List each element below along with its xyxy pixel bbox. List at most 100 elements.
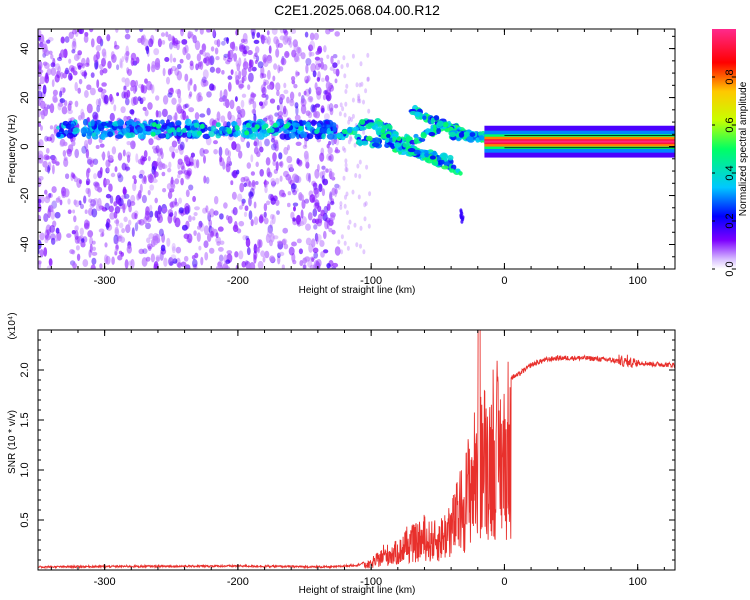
- spectrogram-cell: [366, 76, 370, 82]
- spectrogram-cell: [77, 50, 83, 56]
- spectrogram-cell: [107, 60, 112, 69]
- spectrogram-cell: [242, 61, 249, 70]
- spectrogram-cell: [298, 248, 304, 255]
- spectrogram-cell: [342, 175, 346, 181]
- spectrogram-cell: [281, 264, 285, 269]
- spectrogram-cell: [195, 63, 199, 71]
- spectrogram-cell: [91, 257, 97, 265]
- spectrogram-cell: [289, 40, 293, 48]
- spectrogram-cell: [233, 52, 238, 62]
- spectrogram-cell: [270, 137, 275, 143]
- tick-label: -40: [19, 237, 31, 253]
- spectrogram-cell: [272, 75, 276, 82]
- spectrogram-cell: [74, 148, 80, 159]
- spectrogram-cell: [238, 220, 245, 227]
- spectrogram-cell: [250, 171, 256, 176]
- spectrogram-cell: [248, 72, 254, 83]
- spectrogram-cell: [169, 145, 175, 153]
- spectrogram-cell: [192, 34, 197, 44]
- spectrogram-cell: [306, 75, 311, 82]
- spectrogram-cell: [344, 194, 347, 200]
- spectrogram-cell: [273, 63, 278, 70]
- spectrogram-cell: [94, 181, 101, 192]
- spectrogram-cell: [44, 189, 48, 195]
- spectrogram-cell: [111, 256, 115, 265]
- spectrogram-cell: [311, 119, 316, 127]
- spectrogram-cell: [458, 131, 465, 138]
- spectrogram-cell: [40, 100, 46, 110]
- spectrogram-cell: [114, 219, 120, 224]
- spectrogram-cell: [224, 147, 229, 156]
- spectrogram-cell: [367, 108, 371, 114]
- spectrogram-cell: [55, 227, 60, 234]
- spectrogram-cell: [292, 122, 300, 128]
- spectrogram-cell: [270, 197, 276, 205]
- spectrogram-cell: [344, 101, 348, 107]
- spectrogram-cell: [71, 49, 76, 54]
- spectrogram-cell: [169, 212, 174, 217]
- spectrogram-cell: [227, 81, 232, 92]
- spectrogram-cell: [121, 194, 127, 200]
- spectrogram-cell: [208, 219, 213, 227]
- spectrogram-cell: [162, 187, 167, 193]
- spectrogram-cell: [174, 40, 181, 45]
- spectrogram-cell: [155, 129, 162, 135]
- spectrogram-cell: [202, 69, 209, 80]
- spectrogram-cell: [173, 37, 179, 46]
- spectrogram-cell: [171, 151, 175, 159]
- spectrogram-cell: [295, 141, 302, 146]
- spectrogram-cell: [192, 195, 197, 203]
- figure-title: C2E1.2025.068.04.00.R12: [274, 2, 440, 18]
- spectrogram-cell: [364, 88, 368, 94]
- spectrogram-cell: [108, 205, 114, 213]
- spectrogram-cell: [328, 155, 332, 161]
- spectrogram-cell: [442, 121, 449, 128]
- spectrogram-cell: [269, 119, 273, 126]
- spectrogram-cell: [336, 132, 344, 139]
- spectrogram-cell: [183, 169, 189, 176]
- spectrogram-cell: [95, 204, 102, 212]
- spectrogram-cell: [418, 137, 426, 142]
- spectrogram-cell: [225, 259, 231, 265]
- spectrogram-cell: [245, 122, 251, 128]
- spectrogram-cell: [83, 195, 87, 204]
- spectrogram-cell: [303, 150, 309, 160]
- spectrogram-cell: [138, 189, 142, 199]
- spectrogram-cell: [250, 93, 257, 98]
- spectrogram-cell: [243, 182, 247, 188]
- spectrogram-cell: [113, 104, 117, 112]
- spectrogram-cell: [295, 57, 300, 63]
- spectrogram-cell: [135, 153, 139, 163]
- spectrogram-cell: [292, 217, 296, 222]
- spectrogram-cell: [72, 127, 80, 134]
- spectrogram-cell: [278, 66, 284, 72]
- spectrogram-cell: [180, 113, 186, 120]
- spectrogram-cell: [57, 56, 63, 62]
- spectrogram-cell: [167, 167, 172, 173]
- spectrogram-cell: [295, 70, 299, 78]
- spectrogram-cell: [311, 238, 316, 248]
- spectrogram-cell: [475, 137, 480, 143]
- spectrogram-cell: [340, 234, 344, 240]
- spectrogram-cell: [157, 214, 163, 224]
- spectrogram-cell: [251, 108, 257, 114]
- spectrogram-cell: [238, 83, 245, 89]
- spectrogram-cell: [277, 111, 284, 117]
- spectrogram-cell: [43, 247, 48, 257]
- spectrogram-cell: [218, 126, 227, 132]
- spectrogram-cell: [89, 236, 94, 246]
- spectrogram-cell: [132, 84, 137, 94]
- spectrogram-cell: [249, 98, 255, 105]
- spectrogram-cell: [362, 129, 366, 135]
- spectrogram-cell: [141, 176, 146, 185]
- spectrogram-cell: [134, 212, 138, 220]
- spectrogram-cell: [155, 95, 160, 101]
- spectrogram-cell: [308, 87, 312, 95]
- spectrogram-cell: [353, 142, 357, 148]
- spectrogram-cell: [165, 133, 170, 140]
- spectrogram-cell: [310, 63, 317, 73]
- spectrogram-cell: [295, 175, 302, 184]
- spectrogram-cell: [57, 196, 61, 201]
- spectrogram-cell: [132, 96, 139, 106]
